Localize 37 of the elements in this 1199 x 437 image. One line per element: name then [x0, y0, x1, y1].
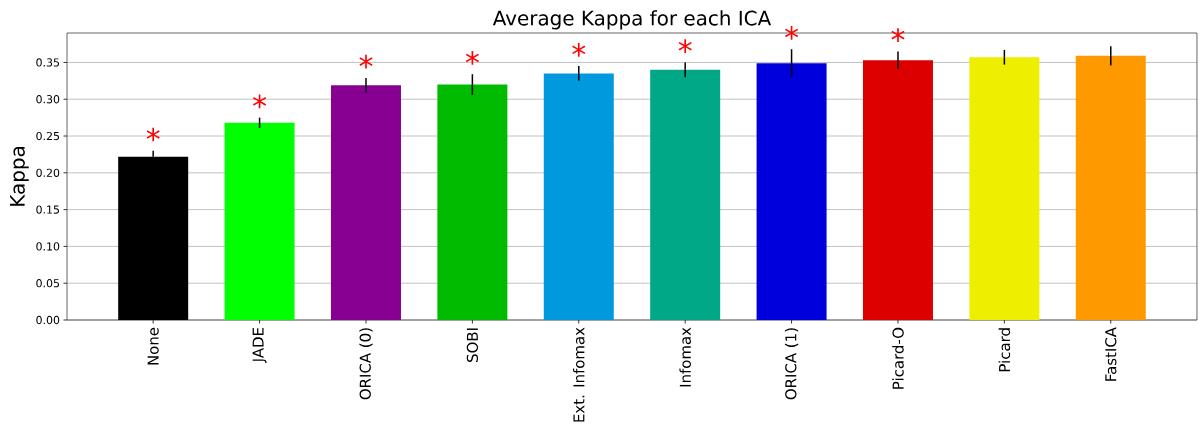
bar: [650, 69, 721, 320]
y-tick-label: 0.10: [36, 242, 60, 251]
y-tick-label: 0.15: [36, 205, 60, 214]
x-tick-label: ORICA (0): [359, 328, 373, 400]
x-tick-label: FastICA: [1105, 327, 1117, 381]
x-tick-label: SOBI: [466, 328, 479, 362]
bar: [437, 84, 508, 320]
bar: [969, 57, 1040, 320]
y-tick-label: 0.20: [36, 168, 60, 177]
x-tick-label: Picard: [998, 328, 1011, 372]
x-tick-label: JADE: [252, 327, 267, 364]
x-tick-label: None: [147, 327, 159, 365]
y-tick-label: 0.35: [36, 58, 60, 67]
annotation: *: [572, 43, 586, 57]
bar: [1075, 55, 1146, 320]
y-axis-title: Kappa: [10, 147, 29, 206]
y-tick-label: 0.05: [36, 279, 60, 288]
annotation: *: [146, 127, 160, 142]
x-tick-label: ORICA (1): [784, 328, 799, 400]
annotation: *: [891, 28, 905, 42]
bar: [224, 122, 295, 320]
bar: [862, 60, 933, 320]
chart-title: Average Kappa for each ICA: [492, 10, 772, 30]
annotation: *: [253, 94, 267, 109]
bar: [330, 85, 401, 320]
y-tick-label: 0.30: [36, 95, 60, 104]
x-tick-label: Picard-O: [892, 327, 904, 389]
bar: [543, 73, 614, 320]
annotation: *: [784, 26, 799, 40]
annotation: *: [678, 39, 692, 53]
bar: [756, 63, 827, 320]
x-tick-label: Ext. Infomax: [573, 327, 585, 422]
annotation: *: [359, 54, 373, 69]
annotation: *: [465, 51, 479, 65]
x-tick-label: Infomax: [679, 327, 691, 387]
y-tick-label: 0.25: [36, 131, 60, 141]
y-tick-label: 0.00: [36, 315, 60, 325]
